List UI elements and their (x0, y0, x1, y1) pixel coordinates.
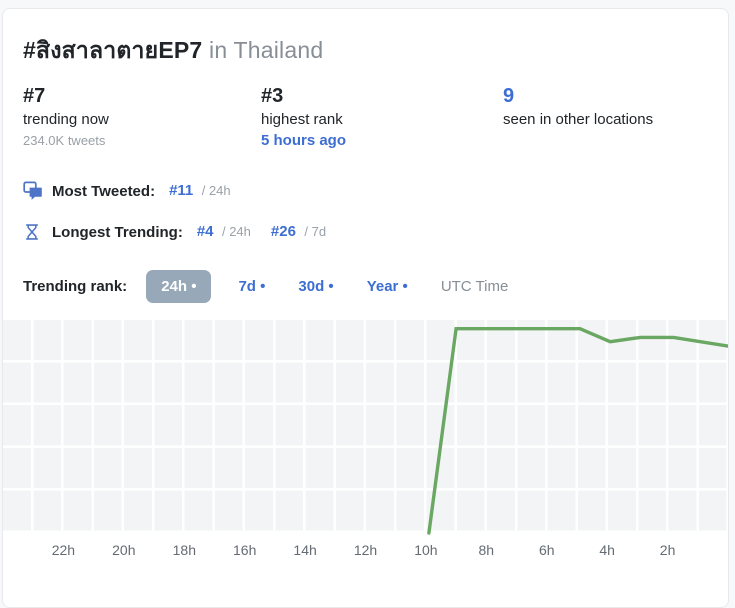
highest-rank-label: highest rank (261, 111, 343, 128)
longest-trending-row: Longest Trending: #4 / 24h #26 / 7d (23, 221, 708, 243)
current-rank-value: #7 (23, 85, 46, 107)
most-tweeted-row: Most Tweeted: #11 / 24h (23, 180, 708, 202)
trending-rank-label: Trending rank: (23, 278, 128, 295)
chat-bubble-icon (23, 181, 43, 201)
stats-row: #7 trending now 234.0K tweets #3 highest… (23, 84, 708, 151)
longest-trending-period-7d: / 7d (304, 224, 327, 239)
most-tweeted-24h: #11 / 24h (169, 182, 231, 200)
stat-other-locations[interactable]: 9 seen in other locations (503, 84, 708, 151)
x-axis-tick: 12h (353, 542, 378, 558)
current-rank-label: trending now (23, 111, 109, 128)
trend-hashtag: #สิงสาลาตายEP7 (23, 37, 203, 63)
highest-rank-value: #3 (261, 85, 284, 107)
longest-trending-24h: #4 / 24h (197, 223, 251, 241)
tab-30d[interactable]: 30d • (298, 278, 334, 295)
x-axis-tick: 8h (478, 542, 495, 558)
most-tweeted-label: Most Tweeted: (52, 182, 156, 200)
x-axis-tick: 2h (659, 542, 676, 558)
hourglass-icon (23, 222, 43, 242)
stat-highest-rank: #3 highest rank 5 hours ago (261, 84, 503, 151)
longest-trending-rank-24h: #4 (196, 223, 214, 240)
x-axis-tick: 6h (539, 542, 555, 558)
page-title: #สิงสาลาตายEP7 in Thailand (23, 33, 708, 69)
x-axis-tick: 16h (233, 542, 257, 558)
x-axis-tick: 20h (112, 542, 136, 558)
longest-trending-period-24h: / 24h (221, 224, 251, 239)
other-locations-label: seen in other locations (503, 111, 654, 128)
most-tweeted-period: / 24h (201, 183, 231, 198)
highest-rank-time: 5 hours ago (261, 132, 347, 149)
longest-trending-rank-7d: #26 (270, 223, 296, 240)
other-locations-count[interactable]: 9 (503, 85, 515, 107)
x-axis-tick: 14h (293, 542, 317, 558)
tab-7d[interactable]: 7d • (238, 278, 266, 295)
rank-line-svg (427, 326, 728, 535)
longest-trending-7d: #26 / 7d (271, 223, 326, 241)
trend-detail-card: #สิงสาลาตายEP7 in Thailand #7 trending n… (2, 8, 729, 608)
chart-x-axis: 22h 20h 18h 16h 14h 12h 10h 8h 6h 4h 2h (3, 542, 728, 564)
tweet-count: 234.0K tweets (23, 133, 106, 148)
rank-line-chart[interactable] (3, 320, 728, 535)
x-axis-tick: 4h (599, 542, 615, 558)
stat-trending-now: #7 trending now 234.0K tweets (23, 84, 261, 151)
most-tweeted-rank: #11 (169, 182, 194, 199)
x-axis-tick: 18h (172, 542, 196, 558)
longest-trending-label: Longest Trending: (52, 223, 183, 241)
insights-section: Most Tweeted: #11 / 24h Longest Trending… (23, 180, 708, 243)
trend-location: in Thailand (209, 37, 324, 63)
utc-time-toggle[interactable]: UTC Time (440, 278, 509, 295)
x-axis-tick: 22h (51, 542, 76, 558)
trending-rank-controls: Trending rank: 24h • 7d • 30d • Year • U… (23, 270, 708, 303)
tab-year[interactable]: Year • (366, 278, 408, 295)
x-axis-tick: 10h (414, 542, 438, 558)
tab-24h[interactable]: 24h • (146, 270, 212, 303)
